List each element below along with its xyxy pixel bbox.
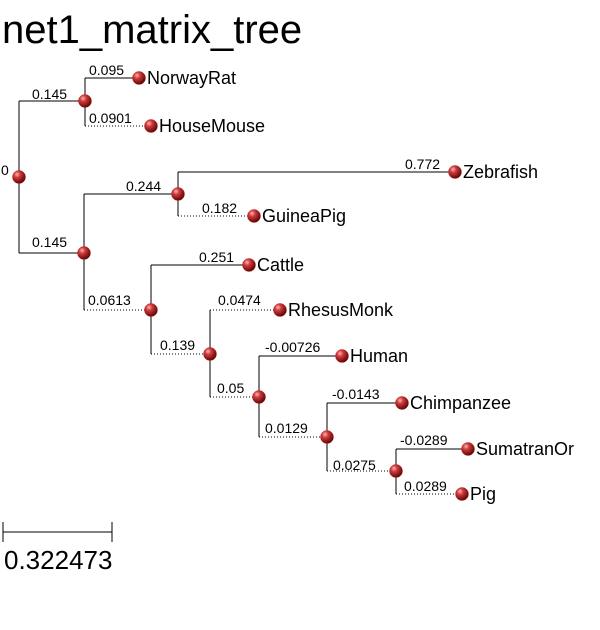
tree-nodes — [12, 71, 475, 501]
scale-bar-label: 0.322473 — [4, 545, 113, 575]
leaf-label-pig: Pig — [470, 484, 496, 504]
branch-length-human: -0.00726 — [265, 339, 320, 355]
node-f — [252, 390, 266, 404]
branch-length-rhesusmonk: 0.0474 — [218, 292, 261, 308]
leaf-label-sumatranor: SumatranOr — [476, 439, 574, 459]
node-norwayrat — [132, 71, 146, 85]
leaf-labels: NorwayRat HouseMouse Zebrafish GuineaPig Cat… — [147, 68, 574, 504]
node-cattle — [242, 258, 256, 272]
leaf-label-chimpanzee: Chimpanzee — [410, 393, 511, 413]
node-a — [78, 94, 92, 108]
branch-length-norwayrat: 0.095 — [89, 62, 124, 78]
node-guineapig — [247, 209, 261, 223]
node-c — [171, 187, 185, 201]
scale-bar — [2, 522, 113, 542]
node-d — [144, 303, 158, 317]
branch-length-cattle: 0.251 — [199, 249, 234, 265]
node-sumatranor — [461, 442, 475, 456]
leaf-label-housemouse: HouseMouse — [159, 116, 265, 136]
branch-length-f: 0.05 — [217, 380, 244, 396]
branch-length-root: 0 — [1, 162, 9, 178]
branch-length-h: 0.0275 — [333, 457, 376, 473]
branch-length-guineapig: 0.182 — [202, 200, 237, 216]
node-e — [203, 347, 217, 361]
branch-length-e: 0.139 — [160, 337, 195, 353]
branch-length-b: 0.145 — [32, 234, 67, 250]
node-b — [77, 246, 91, 260]
node-chimpanzee — [395, 396, 409, 410]
branch-length-housemouse: 0.0901 — [89, 110, 132, 126]
leaf-label-cattle: Cattle — [257, 255, 304, 275]
leaf-label-human: Human — [350, 346, 408, 366]
leaf-label-guineapig: GuineaPig — [262, 206, 346, 226]
branch-length-chimpanzee: -0.0143 — [332, 386, 380, 402]
branch-length-g: 0.0129 — [265, 420, 308, 436]
branch-length-zebrafish: 0.772 — [405, 156, 440, 172]
branch-length-pig: 0.0289 — [404, 478, 447, 494]
leaf-label-norwayrat: NorwayRat — [147, 68, 236, 88]
node-human — [335, 349, 349, 363]
node-zebrafish — [448, 165, 462, 179]
tree-edges — [18, 77, 468, 495]
node-g — [320, 430, 334, 444]
node-rhesusmonk — [273, 303, 287, 317]
node-h — [389, 464, 403, 478]
branch-length-c: 0.244 — [126, 178, 161, 194]
branch-length-a: 0.145 — [32, 86, 67, 102]
node-root — [12, 170, 26, 184]
node-housemouse — [144, 119, 158, 133]
leaf-label-zebrafish: Zebrafish — [463, 162, 538, 182]
page-title: net1_matrix_tree — [2, 8, 303, 52]
branch-length-d: 0.0613 — [88, 292, 131, 308]
leaf-label-rhesusmonk: RhesusMonk — [288, 300, 394, 320]
node-pig — [455, 487, 469, 501]
branch-length-labels: 0 0.145 0.145 0.244 0.0613 0.139 0.05 0.0129 0.0… — [1, 62, 448, 494]
branch-length-sumatranor: -0.0289 — [400, 432, 448, 448]
